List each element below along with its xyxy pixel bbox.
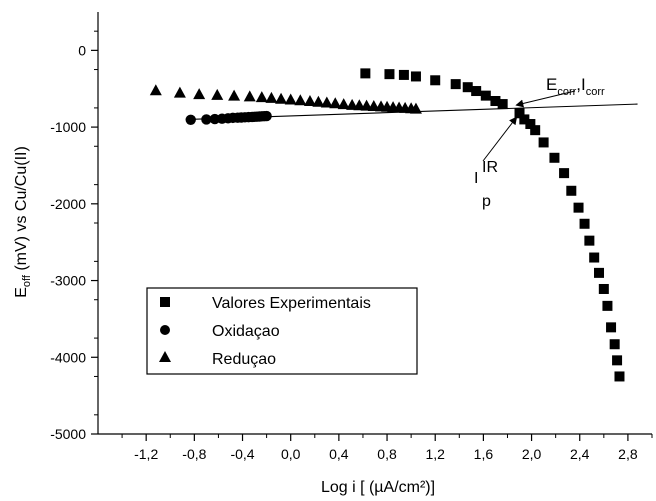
legend: Valores Experimentais Oxidaçao Reduçao: [146, 287, 418, 375]
data-point-square: [462, 82, 473, 93]
x-tick-label: 2,0: [522, 446, 542, 462]
data-point-square: [360, 68, 371, 79]
ip-arrow: [482, 116, 518, 162]
data-point-square: [606, 322, 617, 333]
y-axis-title: Eoff (mV) vs Cu/Cu(II): [13, 146, 33, 298]
data-point-triangle: [329, 97, 342, 109]
data-point-triangle: [243, 90, 256, 102]
data-point-square: [589, 252, 600, 263]
data-point-square: [398, 69, 409, 80]
ip-label: I: [474, 170, 478, 187]
data-point-square: [430, 75, 441, 86]
data-point-triangle: [275, 92, 288, 104]
data-point-triangle: [173, 86, 186, 98]
data-point-square: [602, 300, 613, 311]
data-point-triangle: [265, 91, 278, 103]
x-tick-label: -0,8: [182, 446, 206, 462]
x-tick-label: -0,4: [230, 446, 254, 462]
y-tick-label: 0: [78, 42, 86, 58]
data-point-square: [609, 339, 620, 350]
data-point-circle: [201, 114, 212, 125]
data-point-square: [559, 168, 570, 179]
data-point-square: [497, 99, 508, 110]
x-axis-title: Log i [ (µA/cm²)]: [321, 479, 435, 496]
data-point-triangle: [149, 84, 162, 96]
y-tick-label: -5000: [50, 426, 86, 442]
data-point-square: [519, 114, 530, 125]
data-point-triangle: [255, 91, 268, 103]
data-point-square: [598, 283, 609, 294]
axes: -1,2 -0,8 -0,4 0,0 0,4 0,8 1,2 1,6 2,0 2,4 2,8 0 -10…: [50, 12, 653, 462]
legend-box: [146, 287, 418, 375]
ip-superscript: IR: [482, 159, 498, 176]
fit-line-layer: [188, 103, 638, 120]
data-point-square: [471, 86, 482, 97]
data-point-square: [450, 79, 461, 90]
legend-marker-triangle: [159, 351, 171, 362]
legend-label-series-2: Reduçao: [212, 351, 276, 368]
ecorr-arrow: [515, 90, 576, 108]
data-point-triangle: [211, 88, 224, 100]
data-point-triangle: [284, 93, 297, 105]
series-1: [185, 110, 272, 126]
fit-line: [188, 103, 638, 120]
data-point-triangle: [303, 95, 316, 107]
data-point-square: [525, 119, 536, 130]
data-point-square: [584, 235, 595, 246]
x-tick-label: -1,2: [134, 446, 158, 462]
data-point-square: [594, 267, 605, 278]
legend-marker-circle: [160, 325, 170, 335]
data-point-square: [579, 218, 590, 229]
x-tick-label: 1,2: [425, 446, 445, 462]
data-point-square: [410, 71, 421, 82]
legend-label-series-0: Valores Experimentais: [212, 295, 371, 312]
y-tick-label: -2000: [50, 196, 86, 212]
data-point-square: [573, 202, 584, 213]
series-layer: [149, 68, 625, 382]
y-tick-label: -4000: [50, 349, 86, 365]
x-tick-label: 0,8: [377, 446, 397, 462]
data-point-square: [480, 90, 491, 101]
x-tick-label: 1,6: [474, 446, 494, 462]
data-point-square: [538, 137, 549, 148]
ecorr-label: Ecorr,Icorr: [546, 75, 605, 98]
series-2: [149, 84, 422, 114]
legend-marker-square: [160, 297, 170, 307]
data-point-square: [490, 96, 501, 107]
data-point-circle: [261, 110, 272, 122]
data-point-square: [614, 371, 625, 382]
ip-subscript: p: [482, 193, 491, 210]
data-point-triangle: [409, 102, 422, 114]
data-point-square: [566, 185, 577, 196]
data-point-triangle: [294, 94, 307, 106]
data-point-square: [530, 125, 541, 136]
legend-label-series-1: Oxidaçao: [212, 323, 280, 340]
series-0: [360, 68, 625, 382]
data-point-triangle: [312, 95, 325, 107]
x-tick-label: 2,4: [570, 446, 590, 462]
data-point-triangle: [228, 89, 241, 101]
data-point-square: [384, 69, 395, 80]
x-tick-label: 0,0: [281, 446, 301, 462]
data-point-triangle: [320, 96, 333, 108]
annotations: Ecorr,Icorr IIR p: [474, 75, 605, 210]
data-point-square: [549, 152, 560, 163]
data-point-square: [514, 108, 525, 119]
y-tick-label: -3000: [50, 273, 86, 289]
x-tick-label: 0,4: [329, 446, 349, 462]
y-tick-label: -1000: [50, 119, 86, 135]
data-point-square: [612, 355, 623, 366]
x-tick-label: 2,8: [618, 446, 638, 462]
data-point-triangle: [337, 98, 350, 110]
data-point-triangle: [193, 88, 206, 100]
